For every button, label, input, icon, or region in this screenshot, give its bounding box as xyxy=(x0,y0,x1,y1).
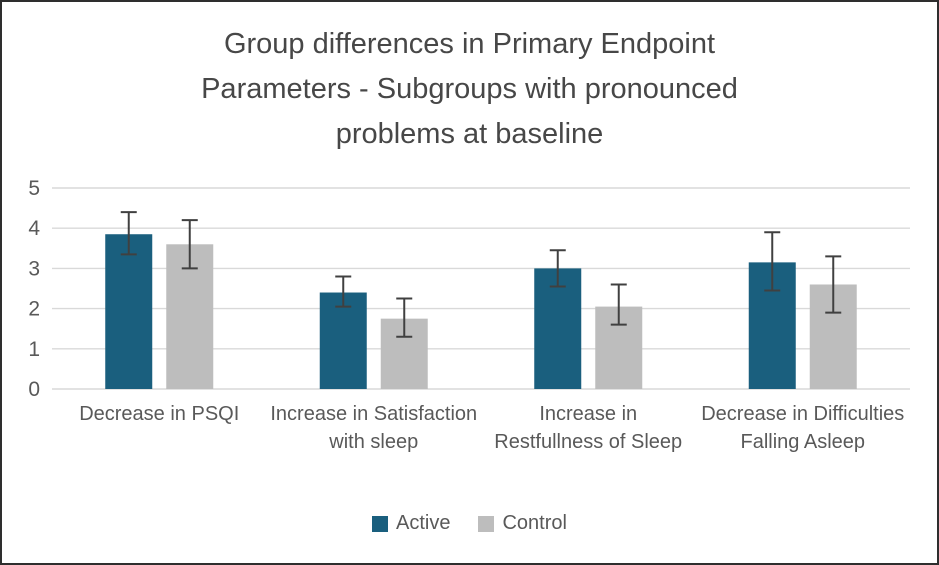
y-tick-label: 2 xyxy=(28,298,40,321)
legend-label-control: Control xyxy=(502,512,567,534)
y-tick-label: 4 xyxy=(28,217,40,240)
legend-item-active: Active xyxy=(372,512,450,535)
legend-item-control: Control xyxy=(478,512,567,535)
y-tick-label: 3 xyxy=(28,257,40,280)
bar-active-2 xyxy=(534,268,582,389)
legend-swatch-control xyxy=(478,515,495,532)
category-label-2: Increase in Restfullness of Sleep xyxy=(494,403,683,453)
chart-legend: Active Control xyxy=(2,512,937,535)
legend-label-active: Active xyxy=(396,512,451,534)
y-tick-label: 0 xyxy=(28,378,40,401)
category-label-3: Decrease in Difficulties Falling Asleep xyxy=(701,403,905,453)
bar-active-0 xyxy=(105,234,153,389)
x-axis-category-labels: Decrease in PSQI Increase in Satisfaction… xyxy=(2,400,937,496)
legend-swatch-active xyxy=(372,515,389,532)
bar-active-1 xyxy=(319,292,367,389)
y-tick-label: 5 xyxy=(28,177,40,200)
chart-title: Group differences in Primary Endpoint Pa… xyxy=(201,28,738,150)
category-label-0: Decrease in PSQI xyxy=(79,403,240,425)
category-label-1: Increase in Satisfaction with sleep xyxy=(270,403,478,453)
y-tick-label: 1 xyxy=(28,338,40,361)
